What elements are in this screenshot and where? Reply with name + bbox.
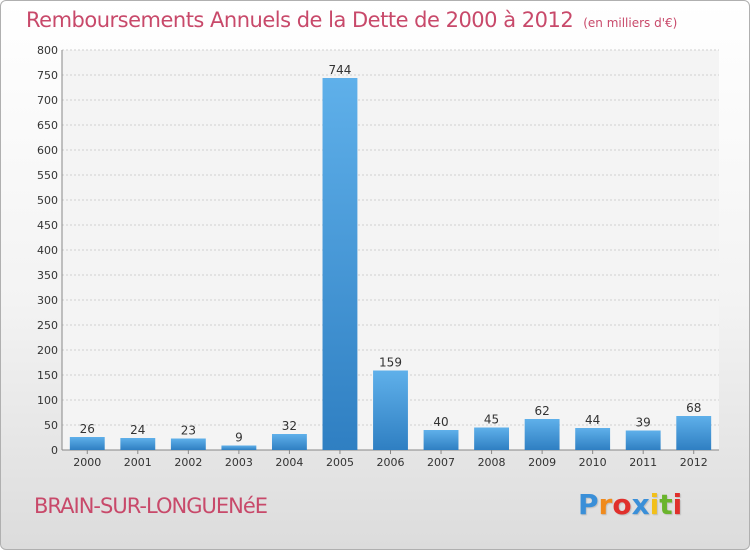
chart-title-text: Remboursements Annuels de la Dette de 20… <box>26 8 574 32</box>
logo-letter: x <box>631 488 650 521</box>
bar-value-label: 45 <box>484 413 499 427</box>
x-tick-label: 2004 <box>275 456 303 469</box>
bar <box>69 437 105 450</box>
bar-value-label: 40 <box>433 415 448 429</box>
bar <box>474 427 510 450</box>
bar <box>625 430 661 450</box>
logo-letter: o <box>612 488 632 521</box>
chart-title: Remboursements Annuels de la Dette de 20… <box>26 8 677 32</box>
bar-value-label: 32 <box>282 419 297 433</box>
unit-note: (en milliers d'€) <box>583 16 678 30</box>
y-tick-label: 100 <box>37 394 58 407</box>
logo-letter: i <box>672 488 683 521</box>
y-tick-label: 50 <box>44 419 58 432</box>
bar-value-label: 9 <box>235 431 243 445</box>
bar-value-label: 39 <box>636 416 651 430</box>
bar <box>170 438 206 450</box>
bar <box>120 438 156 450</box>
x-tick-label: 2009 <box>528 456 556 469</box>
x-tick-label: 2008 <box>478 456 506 469</box>
x-tick-label: 2003 <box>225 456 253 469</box>
bar <box>524 419 560 450</box>
x-tick-label: 2001 <box>124 456 152 469</box>
x-tick-label: 2002 <box>174 456 202 469</box>
y-tick-label: 250 <box>37 319 58 332</box>
x-tick-label: 2010 <box>579 456 607 469</box>
bar <box>575 428 611 450</box>
bar-value-label: 26 <box>80 422 95 436</box>
x-tick-label: 2005 <box>326 456 354 469</box>
x-tick-label: 2012 <box>680 456 708 469</box>
bar <box>221 445 257 450</box>
y-tick-label: 400 <box>37 244 58 257</box>
y-tick-label: 750 <box>37 69 58 82</box>
y-tick-label: 300 <box>37 294 58 307</box>
y-tick-label: 0 <box>51 444 58 457</box>
logo-letter: t <box>659 488 673 521</box>
y-tick-label: 800 <box>37 44 58 57</box>
bar-value-label: 24 <box>130 423 145 437</box>
y-tick-label: 350 <box>37 269 58 282</box>
bar-value-label: 23 <box>181 424 196 438</box>
logo-letter: r <box>598 488 613 521</box>
y-tick-label: 150 <box>37 369 58 382</box>
x-tick-label: 2000 <box>73 456 101 469</box>
bar <box>322 78 358 450</box>
bar <box>676 416 712 450</box>
bar-value-label: 744 <box>329 63 352 77</box>
proxiti-logo: Proxiti <box>578 488 682 521</box>
bar-value-label: 159 <box>379 356 402 370</box>
bar-value-label: 62 <box>534 404 549 418</box>
x-tick-label: 2007 <box>427 456 455 469</box>
y-tick-label: 500 <box>37 194 58 207</box>
logo-letter: i <box>649 488 660 521</box>
bar <box>373 370 408 450</box>
x-tick-label: 2011 <box>629 456 657 469</box>
y-tick-label: 450 <box>37 219 58 232</box>
bar-value-label: 68 <box>686 401 701 415</box>
y-tick-label: 550 <box>37 169 58 182</box>
y-tick-label: 600 <box>37 144 58 157</box>
y-tick-label: 650 <box>37 119 58 132</box>
y-tick-label: 200 <box>37 344 58 357</box>
bar <box>423 430 459 450</box>
y-tick-label: 700 <box>37 94 58 107</box>
commune-name: BRAIN-SUR-LONGUENéE <box>34 494 268 518</box>
x-tick-label: 2006 <box>377 456 405 469</box>
bar <box>271 434 307 450</box>
logo-letter: P <box>578 488 599 521</box>
bar-value-label: 44 <box>585 413 600 427</box>
